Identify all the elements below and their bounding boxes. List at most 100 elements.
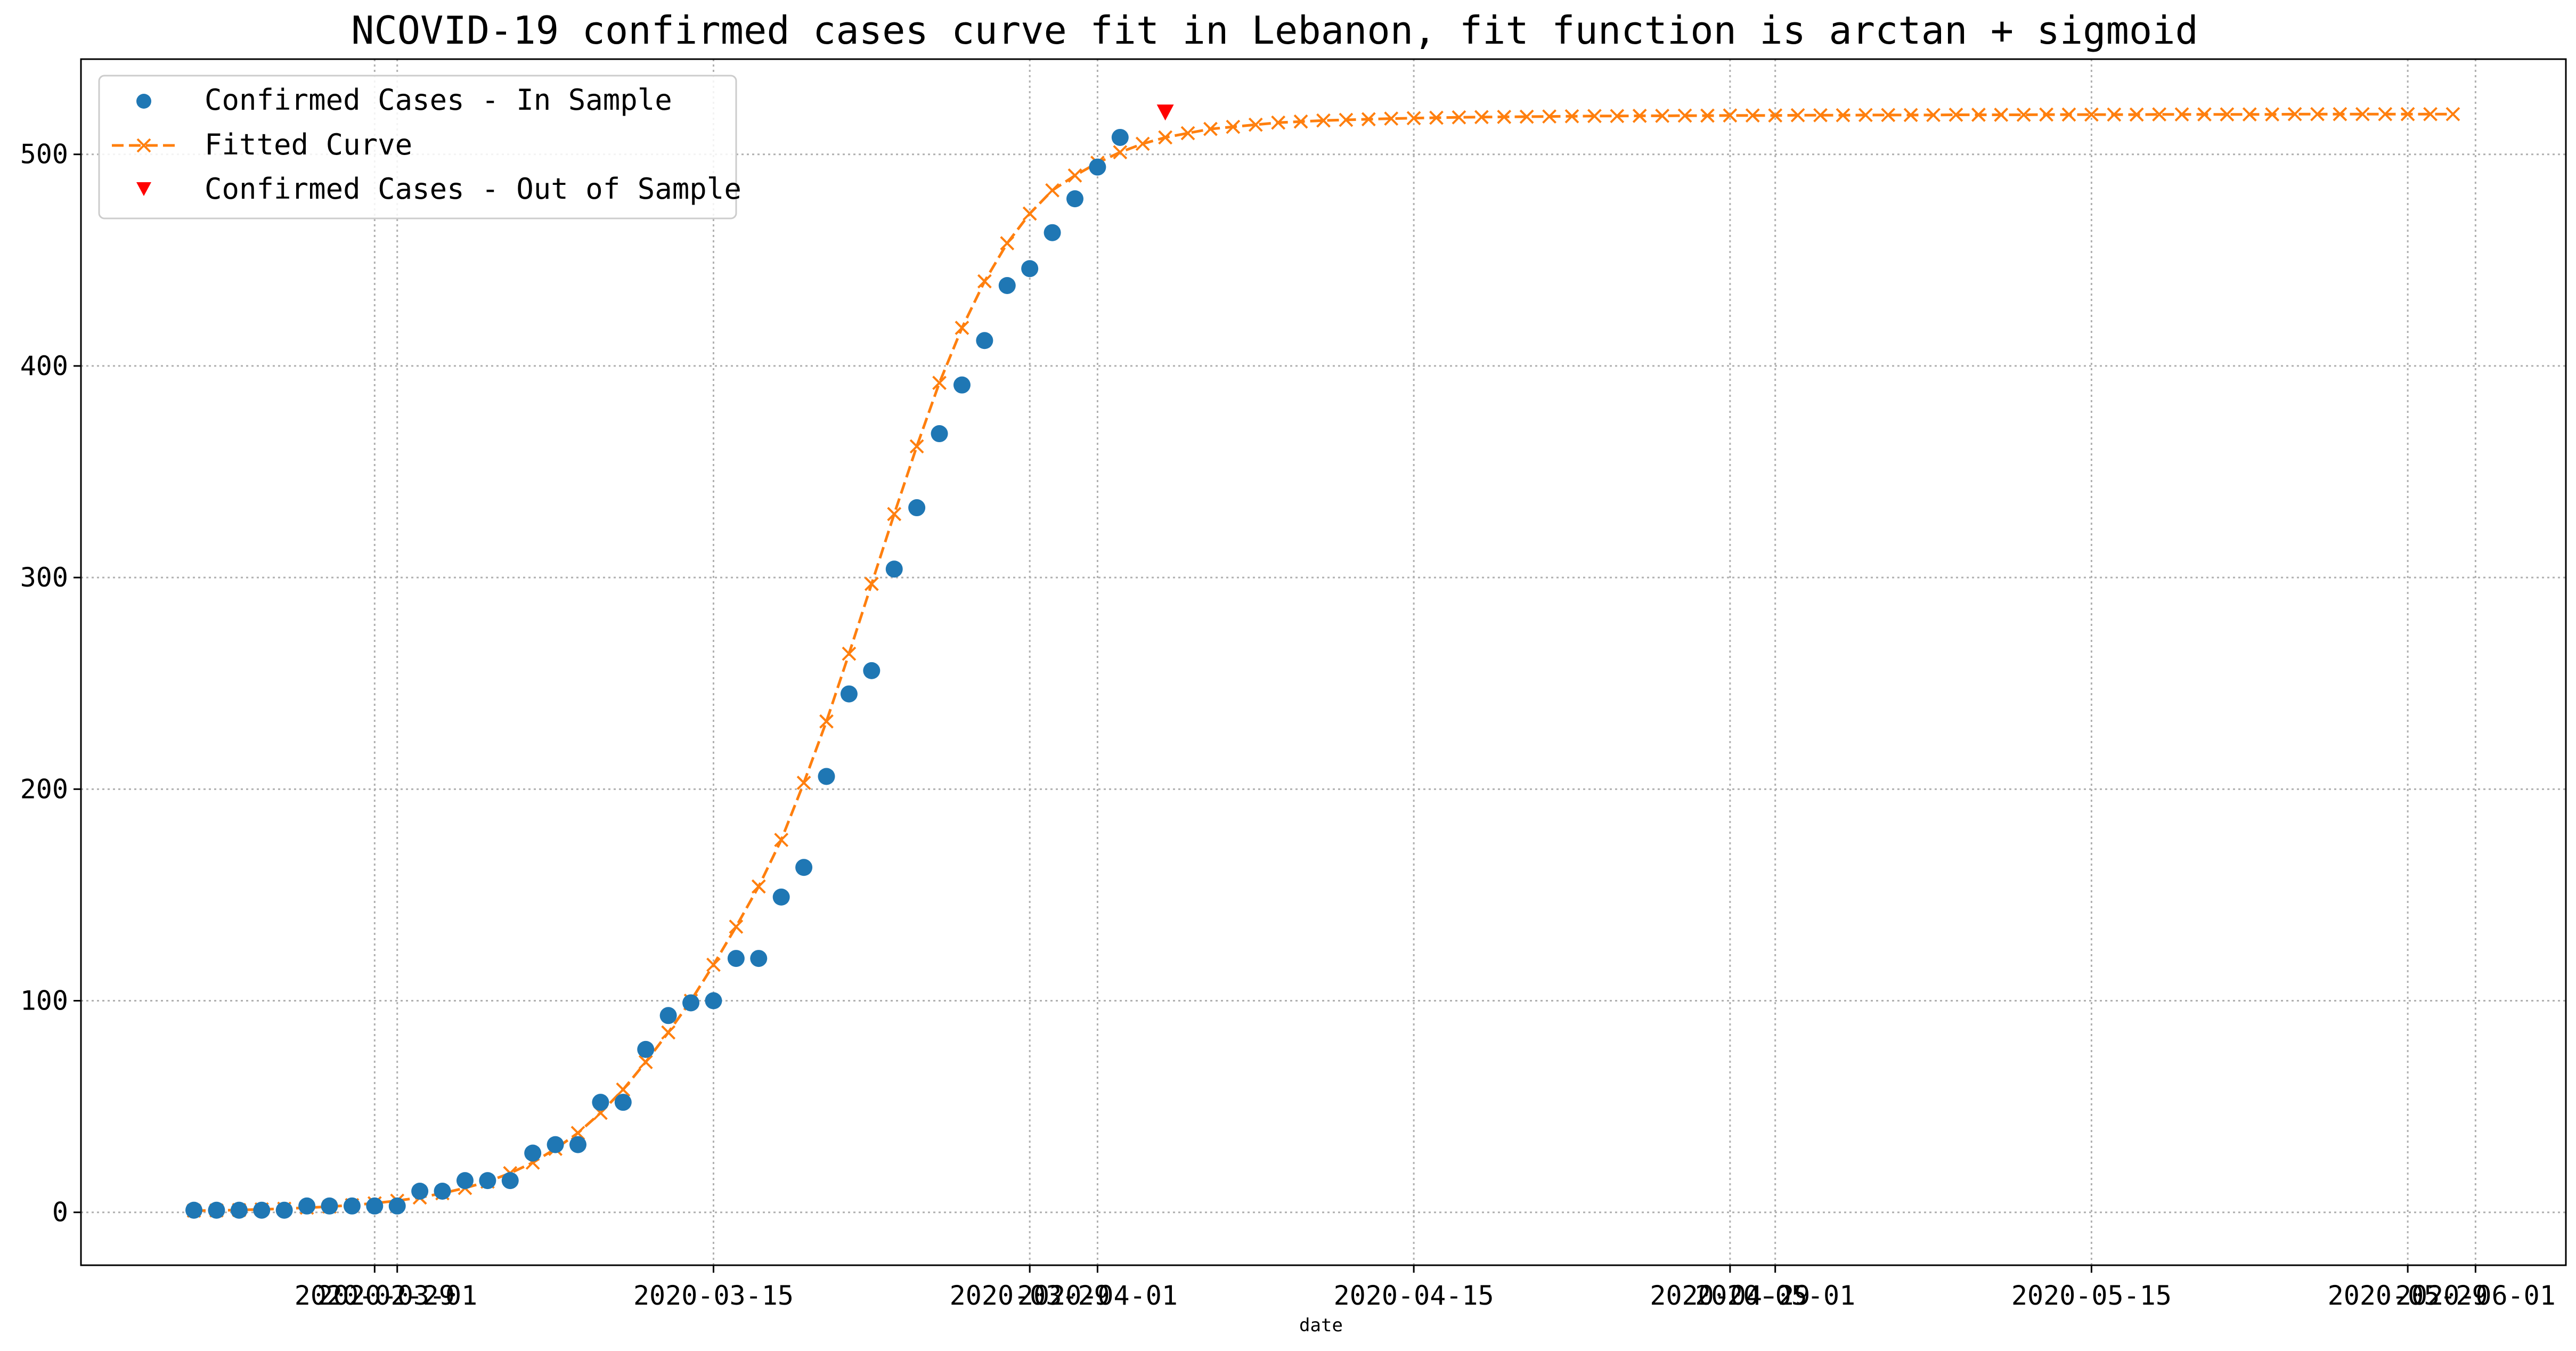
- fitted-curve-marker: [1564, 109, 1579, 124]
- fitted-curve-marker: [774, 833, 789, 848]
- fitted-curve-marker: [796, 775, 811, 790]
- fitted-curve-marker: [842, 646, 857, 661]
- fitted-curve-marker: [2174, 107, 2189, 122]
- fitted-curve-marker: [2084, 107, 2099, 122]
- fitted-curve-marker: [1926, 108, 1941, 123]
- out-of-sample-point: [1156, 104, 1174, 121]
- x-axis-label: date: [1299, 1315, 1343, 1336]
- fitted-curve-line: [193, 112, 2453, 1212]
- fitted-curve-marker: [2265, 107, 2280, 122]
- x-tick-label: 2020-05-15: [2011, 1280, 2172, 1311]
- fitted-curve-marker: [2107, 107, 2122, 122]
- fitted-curve-marker: [2445, 107, 2460, 121]
- fitted-curve-marker: [1497, 110, 1512, 124]
- fitted-curve-marker: [1587, 109, 1602, 124]
- fitted-curve-marker: [1994, 108, 2009, 122]
- in-sample-point: [1021, 260, 1039, 278]
- fitted-curve-marker: [887, 507, 902, 522]
- legend: Confirmed Cases - In Sample Fitted Curve…: [98, 75, 741, 219]
- fitted-curve-marker: [977, 274, 992, 289]
- in-sample-point: [727, 950, 745, 967]
- fitted-curve-marker: [1632, 109, 1647, 123]
- fitted-curve-marker: [2242, 107, 2257, 122]
- fitted-curve-marker: [864, 576, 879, 591]
- fitted-curve-marker: [751, 879, 766, 894]
- fitted-curve-marker: [1226, 119, 1241, 134]
- in-sample-point: [1111, 128, 1129, 146]
- fitted-curve-marker: [2333, 107, 2347, 121]
- in-sample-point: [998, 276, 1016, 294]
- fitted-curve-marker: [1723, 108, 1738, 123]
- fitted-curve-marker: [2423, 107, 2438, 121]
- fitted-curve-marker: [2039, 107, 2054, 122]
- legend-marker-in-sample: [136, 94, 151, 109]
- in-sample-point: [637, 1040, 655, 1058]
- fitted-curve-marker: [1067, 168, 1082, 183]
- fitted-curve-marker: [1293, 114, 1308, 129]
- in-sample-point: [1089, 158, 1106, 176]
- in-sample-point: [569, 1136, 586, 1153]
- in-sample-point: [863, 662, 881, 679]
- fitted-curve-marker: [2310, 107, 2325, 121]
- in-sample-point: [298, 1197, 316, 1215]
- in-sample-point: [976, 332, 993, 349]
- legend-label-in-sample: Confirmed Cases - In Sample: [205, 83, 672, 117]
- in-sample-point: [1044, 224, 1061, 241]
- fitted-curve-marker: [1384, 111, 1399, 126]
- fitted-curve-marker: [2129, 107, 2144, 122]
- fitted-curve-marker: [2197, 107, 2212, 122]
- fitted-curve-marker: [1610, 109, 1625, 124]
- fitted-curve-marker: [2152, 107, 2167, 122]
- chart-title: NCOVID-19 confirmed cases curve fit in L…: [351, 8, 2198, 53]
- in-sample-point: [253, 1201, 271, 1219]
- fitted-curve-marker: [909, 439, 924, 454]
- in-sample-point: [366, 1197, 384, 1215]
- fitted-curve-marker: [1113, 145, 1128, 160]
- in-sample-point: [705, 992, 722, 1010]
- y-tick-label: 500: [20, 139, 68, 170]
- in-sample-point: [592, 1094, 609, 1111]
- in-sample-point: [885, 560, 903, 578]
- fitted-curve-marker: [1158, 130, 1173, 145]
- in-sample-point: [547, 1136, 564, 1153]
- in-sample-point: [434, 1182, 451, 1200]
- fitted-curve-marker: [2061, 107, 2076, 122]
- fitted-curve-marker: [1271, 115, 1286, 130]
- in-sample-point: [840, 685, 858, 703]
- fitted-curve-marker: [1903, 108, 1918, 123]
- fitted-curve-marker: [1790, 108, 1805, 123]
- in-sample-point: [772, 888, 790, 906]
- in-sample-point: [230, 1201, 248, 1219]
- in-sample-point: [659, 1007, 677, 1024]
- x-tick-label: 2020-03-01: [317, 1280, 477, 1311]
- in-sample-point: [908, 499, 926, 517]
- fitted-curve-marker: [1000, 236, 1015, 250]
- fitted-curve-marker: [2355, 107, 2370, 121]
- x-tick-label: 2020-04-29: [1650, 1280, 1810, 1311]
- x-tick-label: 2020-04-01: [1017, 1280, 1178, 1311]
- fitted-curve-marker: [1700, 108, 1715, 123]
- fitted-curve-marker: [1881, 108, 1896, 123]
- fitted-curve-marker: [1836, 108, 1851, 123]
- fitted-curve-marker: [2287, 107, 2302, 121]
- fitted-curve-marker: [1045, 183, 1060, 198]
- y-tick-label: 100: [20, 986, 68, 1016]
- in-sample-point: [931, 425, 948, 443]
- fitted-curve-marker: [1745, 108, 1760, 123]
- fitted-curve-marker: [616, 1082, 631, 1097]
- grid-lines: [81, 59, 2566, 1265]
- fitted-curve-marker: [819, 714, 834, 729]
- fitted-curve-marker: [1022, 206, 1037, 221]
- in-sample-point: [501, 1172, 519, 1190]
- legend-label-out-of-sample: Confirmed Cases - Out of Sample: [205, 172, 741, 206]
- in-sample-point: [185, 1201, 203, 1219]
- fitted-curve-marker: [1429, 110, 1444, 125]
- fitted-curve-marker: [1339, 112, 1354, 127]
- in-sample-point: [524, 1144, 542, 1162]
- in-sample-point: [388, 1197, 406, 1215]
- in-sample-point: [953, 376, 971, 394]
- fitted-curve-marker: [955, 321, 969, 335]
- fitted-curve-marker: [1180, 126, 1195, 141]
- fitted-curve-marker: [706, 957, 721, 972]
